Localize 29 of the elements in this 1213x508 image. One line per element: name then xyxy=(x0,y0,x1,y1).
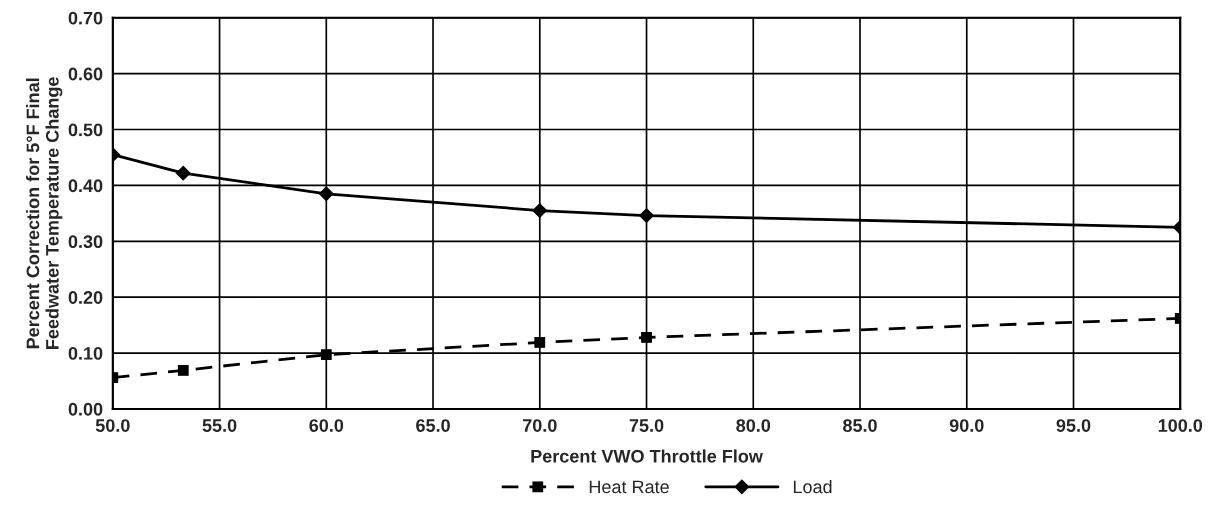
y-tick-label: 0.50 xyxy=(68,123,103,137)
y-tick-label: 0.20 xyxy=(68,291,103,304)
point xyxy=(534,337,546,348)
x-tick-label: 70.0 xyxy=(522,419,557,432)
point xyxy=(532,203,548,218)
point xyxy=(639,208,654,223)
y-tick-label: 0.70 xyxy=(68,11,103,25)
x-tick-label: 80.0 xyxy=(736,419,771,432)
y-tick-label: 0.30 xyxy=(68,235,103,249)
point xyxy=(318,186,334,202)
y-tick-label: 0.60 xyxy=(68,67,103,81)
x-tick-label: 75.0 xyxy=(629,419,664,432)
x-tick-label: 85.0 xyxy=(843,419,877,432)
x-axis-title: Percent VWO Throttle Flow xyxy=(531,449,763,463)
x-tick-label: 55.0 xyxy=(202,419,237,432)
y-axis-title: Percent Correction for 5°F Final Feedwater Temperature Change xyxy=(26,77,63,349)
x-tick-label: 50.0 xyxy=(95,419,130,432)
y-tick-label: 0.10 xyxy=(68,346,103,360)
point xyxy=(320,349,332,361)
y-tick-label: 0.00 xyxy=(68,402,103,416)
legend-label: Load xyxy=(793,480,832,494)
x-tick-label: 60.0 xyxy=(309,419,344,432)
y-tick-label: 0.40 xyxy=(68,179,103,193)
legend-label: Heat Rate xyxy=(589,480,669,494)
x-tick-label: 95.0 xyxy=(1056,419,1091,432)
point xyxy=(641,332,652,343)
x-tick-label: 90.0 xyxy=(949,419,984,432)
x-tick-label: 65.0 xyxy=(416,419,450,432)
x-tick-label: 100.0 xyxy=(1158,419,1203,432)
